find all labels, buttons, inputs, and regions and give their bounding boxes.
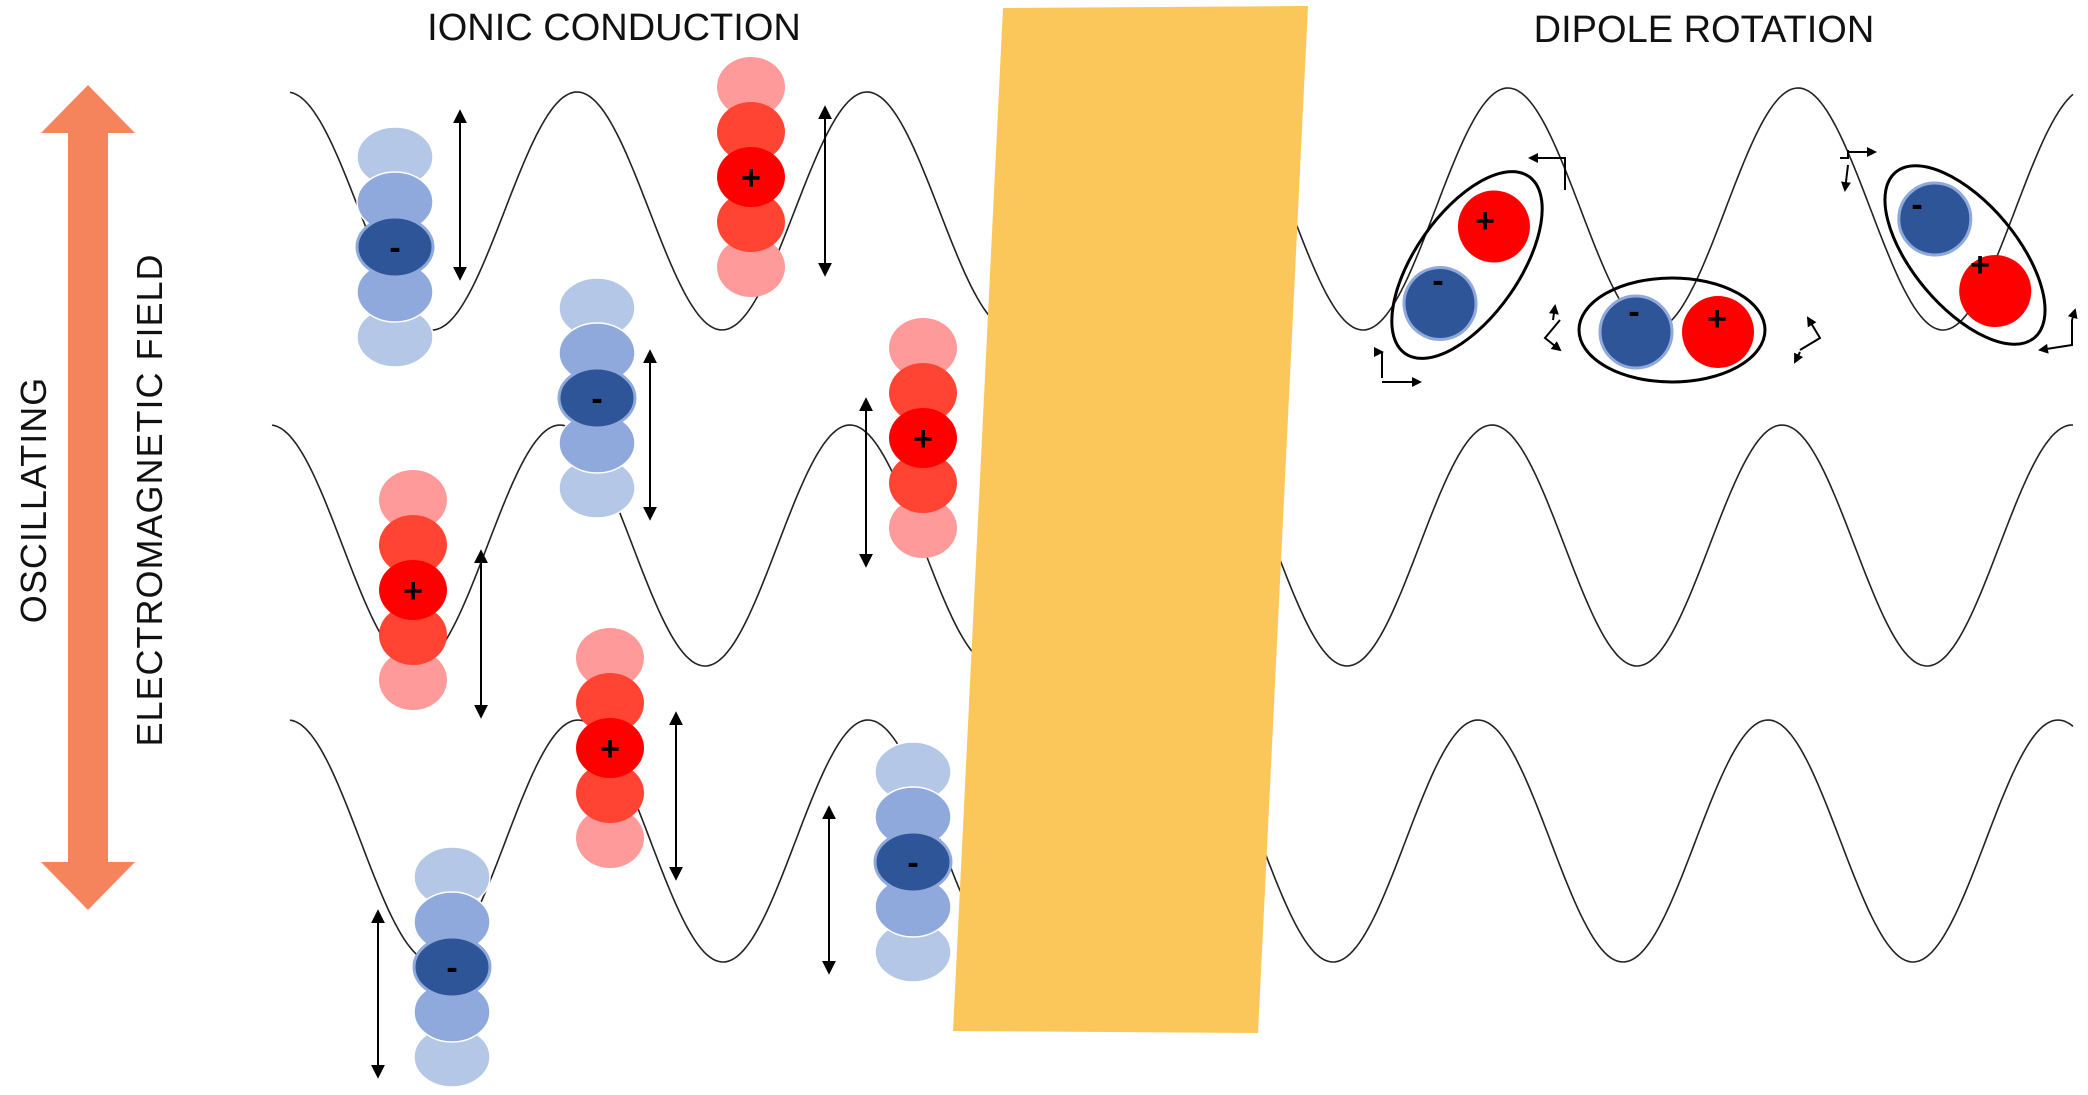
ion-core (873, 830, 953, 894)
rotation-arrow (1840, 164, 1851, 192)
ion-layer (889, 318, 957, 378)
negative-charge (1897, 181, 1973, 257)
rotation-arrows (1377, 147, 2078, 387)
ion-core (355, 215, 435, 279)
positive-sign: + (741, 159, 761, 197)
positive-charge (1682, 296, 1754, 368)
negative-sign: - (446, 949, 457, 987)
negative-charge (1402, 266, 1478, 342)
ion-layer (576, 628, 644, 688)
rotation-arrow (2067, 308, 2078, 321)
rotation-arrow (1794, 351, 1804, 364)
positive-charge (1959, 255, 2032, 328)
ion-layer (889, 498, 957, 558)
negative-sign: - (389, 229, 400, 267)
ion-motion-arrows (371, 105, 873, 1079)
ion-layer (889, 453, 957, 513)
field-label-electromagnetic: ELECTROMAGNETIC FIELD (129, 253, 170, 746)
positive-sign: + (403, 572, 423, 610)
rotation-arrow (1528, 153, 1566, 190)
positive-sign: + (600, 730, 620, 768)
positive-sign: + (1707, 300, 1727, 338)
positive-charge (1457, 190, 1530, 263)
positive-sign: + (1475, 202, 1495, 240)
dipole-tilted-left (1390, 170, 1544, 360)
dipole-envelope (1390, 170, 1544, 360)
sine-wave (1289, 87, 2074, 331)
rotation-arrow (1548, 304, 1559, 321)
negative-sign: - (1911, 186, 1922, 224)
negative-sign: - (1628, 293, 1639, 331)
field-double-arrow (41, 85, 135, 910)
positive-ion-stack: + (889, 318, 957, 558)
ion-core (557, 366, 637, 430)
ion-layer (379, 650, 447, 710)
dipole-tilted-right (1883, 164, 2047, 346)
rotation-arrow (1799, 316, 1822, 351)
positive-sign: + (913, 420, 933, 458)
sine-wave (1274, 424, 2074, 667)
ionic-conduction-title: IONIC CONDUCTION (427, 7, 801, 49)
ion-layer (889, 363, 957, 423)
negative-ion-stack: - (355, 126, 435, 368)
ion-core (412, 935, 492, 999)
field-label-oscillating: OSCILLATING (13, 377, 54, 623)
ion-layer (576, 673, 644, 733)
ion-layer (717, 57, 785, 117)
sine-wave (1259, 719, 2074, 963)
positive-ion-stack: + (379, 470, 447, 710)
negative-sign: - (907, 844, 918, 882)
ion-layer (576, 763, 644, 823)
ion-core (576, 718, 644, 778)
rotation-arrow (1543, 319, 1562, 352)
positive-ion-stack: + (717, 57, 785, 297)
ion-stacks: - + - + + + - - (355, 57, 957, 1088)
ion-layer (379, 470, 447, 530)
ion-layer (717, 237, 785, 297)
negative-charge (1598, 294, 1674, 370)
dipole-horizontal (1577, 276, 1767, 384)
ion-layer (379, 605, 447, 665)
ion-layer (576, 808, 644, 868)
field-arrow-shape (41, 85, 135, 910)
negative-ion-stack: - (412, 846, 492, 1088)
dipole-waves (1259, 87, 2074, 963)
positive-ion-stack: + (576, 628, 644, 868)
ion-core (717, 147, 785, 207)
ion-layer (379, 515, 447, 575)
negative-sign: - (591, 380, 602, 418)
ion-layer (717, 192, 785, 252)
rotation-arrow (2038, 320, 2073, 354)
positive-sign: + (1970, 246, 1990, 284)
dipole-rotation-title: DIPOLE ROTATION (1534, 9, 1875, 51)
negative-ion-stack: - (557, 277, 637, 519)
negative-ion-stack: - (873, 741, 953, 983)
dipole-envelope (1883, 164, 2047, 346)
dipole-envelope (1577, 276, 1767, 384)
ion-core (379, 560, 447, 620)
negative-sign: - (1432, 262, 1443, 300)
ion-layer (717, 102, 785, 162)
ion-core (889, 408, 957, 468)
separator-band (953, 6, 1308, 1033)
